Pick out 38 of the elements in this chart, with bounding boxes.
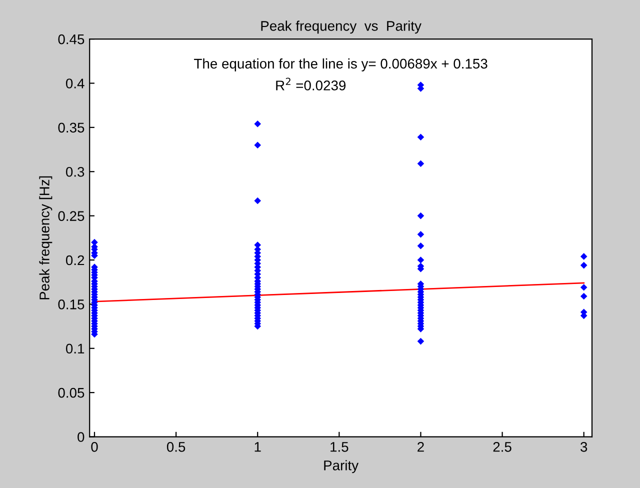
x-tick-label: 1.5	[330, 442, 348, 452]
x-tick-label: 2	[418, 442, 424, 452]
point	[580, 253, 588, 260]
point	[580, 262, 588, 269]
x-tick-label: 3	[580, 442, 588, 452]
point	[254, 142, 262, 148]
point	[254, 242, 262, 248]
y-tick-label: 0.05	[58, 388, 84, 398]
y-tick-label: 0.35	[58, 122, 84, 133]
y-tick-label: 0	[78, 432, 84, 442]
y-tick-label: 0.25	[58, 211, 84, 221]
y-tick-label: 0.45	[58, 34, 84, 44]
point	[580, 284, 588, 291]
x-tick-label: 1	[254, 442, 261, 452]
y-tick-label: 0.15	[58, 300, 84, 310]
point	[417, 230, 424, 238]
x-tick-label: 0.5	[166, 442, 186, 452]
y-tick-label: 0.1	[66, 344, 84, 354]
annotation: The equation for the line is y= 0.00689x + 0.153	[194, 58, 488, 72]
annotation: R$^{2}$ =0.0239	[276, 78, 346, 90]
chart-title: Peak frequency vs Parity	[261, 20, 422, 34]
x-axis-title: Parity	[324, 460, 359, 474]
point	[417, 242, 424, 250]
y-tick-label: 0.4	[66, 78, 84, 88]
point	[254, 120, 262, 128]
x-tick-label: 2.5	[493, 442, 512, 452]
point	[417, 212, 424, 220]
point	[417, 338, 424, 345]
point	[91, 238, 98, 246]
point	[417, 256, 424, 264]
point	[254, 197, 262, 204]
point	[580, 292, 588, 300]
point	[417, 134, 424, 141]
y-axis-title: Peak frequency [Hz]	[39, 176, 52, 300]
y-tick-label: 0.2	[66, 255, 84, 266]
point	[417, 160, 424, 168]
x-tick-label: 0	[91, 442, 98, 452]
y-tick-label: 0.3	[66, 166, 84, 177]
